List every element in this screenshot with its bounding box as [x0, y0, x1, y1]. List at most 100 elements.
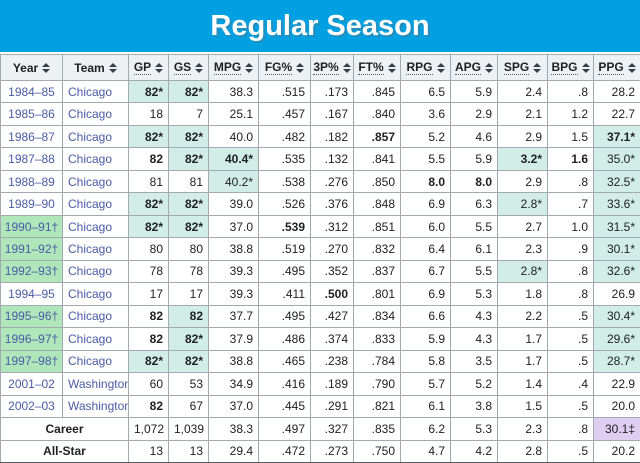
year-cell: 1987–88 [0, 147, 63, 171]
season-row: 1987–88 Chicago 82 82* 40.4* .535.132.841 5.5 5… [0, 147, 640, 171]
season-row: 2001–02 Washington 60 53 34.9.416.189.790 5.7… [0, 372, 640, 396]
col-header-ppg[interactable]: PPG [593, 54, 640, 81]
stat-cell: 1.7 [497, 327, 548, 351]
stat-cell: .167 [310, 102, 354, 126]
year-cell: 2001–02 [0, 372, 63, 396]
stat-cell: 5.5 [450, 214, 498, 239]
stat-cell: .457 [258, 102, 311, 126]
stat-cell: 4.2 [450, 439, 498, 463]
team-link[interactable]: Chicago [68, 354, 113, 369]
stat-cell: .5 [547, 304, 594, 329]
year-link[interactable]: 1994–95 [8, 286, 55, 301]
stat-cell: .238 [310, 349, 354, 374]
year-link[interactable]: 1997–98† [4, 354, 59, 369]
stat-cell: 32.6* [593, 259, 640, 284]
team-link[interactable]: Chicago [68, 129, 113, 144]
team-cell: Chicago [62, 102, 129, 126]
year-cell: 2002–03 [0, 394, 63, 419]
col-header-apg[interactable]: APG [450, 54, 498, 81]
team-link[interactable]: Chicago [68, 286, 113, 301]
col-header-gs[interactable]: GS [168, 54, 209, 81]
stat-cell: 8.0 [400, 169, 451, 194]
stat-cell: 6.5 [400, 79, 451, 104]
year-link[interactable]: 1986–87 [8, 129, 55, 144]
col-header-spg[interactable]: SPG [497, 54, 548, 81]
year-link[interactable]: 1992–93† [4, 264, 59, 279]
stat-cell: 82 [168, 304, 209, 329]
team-link[interactable]: Chicago [68, 309, 113, 324]
col-header-3p-pct[interactable]: 3P% [310, 54, 354, 81]
regular-season-stats-table: Year Team GP GS MPG FG% 3P% FT% RPG APG SPG BPG PPG … [0, 54, 640, 463]
col-header-fg-pct[interactable]: FG% [258, 54, 311, 81]
summary-row: Career 1,072 1,039 38.3.497.327.835 6.2 5.3 2.… [0, 417, 640, 441]
stat-cell: .539 [258, 214, 311, 239]
stat-cell: .465 [258, 349, 311, 374]
year-link[interactable]: 2001–02 [8, 376, 55, 391]
team-link[interactable]: Washington [68, 376, 129, 391]
stat-cell: 2.3 [497, 417, 548, 441]
stat-cell: 2.2 [497, 304, 548, 329]
team-link[interactable]: Chicago [68, 219, 113, 234]
team-link[interactable]: Chicago [68, 264, 113, 279]
team-link[interactable]: Chicago [68, 242, 113, 257]
stat-cell: 2.9 [450, 102, 498, 126]
col-label-gs: GS [173, 60, 192, 75]
stat-cell: .497 [258, 417, 311, 441]
stat-cell: .495 [258, 304, 311, 329]
team-link[interactable]: Chicago [68, 84, 113, 99]
season-row: 1992–93† Chicago 78 78 39.3.495.352.837 6.7 5.… [0, 259, 640, 284]
col-header-year[interactable]: Year [0, 54, 63, 81]
stat-cell: .784 [353, 349, 401, 374]
stat-cell: 82* [168, 124, 209, 149]
stat-cell: 22.9 [593, 372, 640, 396]
team-link[interactable]: Chicago [68, 197, 113, 212]
stat-cell: .8 [547, 169, 594, 194]
col-header-bpg[interactable]: BPG [547, 54, 594, 81]
year-link[interactable]: 1996–97† [4, 331, 59, 346]
stat-cell: 6.1 [400, 394, 451, 419]
col-header-mpg[interactable]: MPG [208, 54, 259, 81]
year-cell: 1992–93† [0, 259, 63, 284]
col-header-rpg[interactable]: RPG [400, 54, 451, 81]
stat-cell: 34.9 [208, 372, 259, 396]
stat-cell: 82 [128, 327, 169, 351]
sort-icon [245, 62, 254, 73]
stat-cell: .472 [258, 439, 311, 463]
stat-cell: .538 [258, 169, 311, 194]
year-link[interactable]: 1985–86 [8, 107, 55, 122]
stat-cell: 29.4 [208, 439, 259, 463]
team-link[interactable]: Chicago [68, 107, 113, 122]
team-link[interactable]: Chicago [68, 152, 113, 167]
col-label-team: Team [74, 60, 105, 75]
col-header-ft-pct[interactable]: FT% [353, 54, 401, 81]
stat-cell: .482 [258, 124, 311, 149]
year-link[interactable]: 1990–91† [4, 219, 59, 234]
stat-cell: 7 [168, 102, 209, 126]
stat-cell: .5 [547, 327, 594, 351]
stat-cell: 53 [168, 372, 209, 396]
year-link[interactable]: 1989–90 [8, 197, 55, 212]
stat-cell: .445 [258, 394, 311, 419]
stat-cell: 38.8 [208, 237, 259, 261]
team-link[interactable]: Washington [68, 399, 129, 414]
section-title: Regular Season [0, 0, 640, 52]
stat-cell: .848 [353, 192, 401, 216]
stat-cell: .352 [310, 259, 354, 284]
year-link[interactable]: 1991–92† [4, 242, 59, 257]
year-link[interactable]: 2002–03 [8, 399, 55, 414]
year-link[interactable]: 1988–89 [8, 174, 55, 189]
team-link[interactable]: Chicago [68, 174, 113, 189]
year-link[interactable]: 1987–88 [8, 152, 55, 167]
stat-cell: .4 [547, 372, 594, 396]
year-link[interactable]: 1984–85 [8, 84, 55, 99]
stat-cell: 3.2* [497, 147, 548, 171]
year-link[interactable]: 1995–96† [4, 309, 59, 324]
season-row: 1988–89 Chicago 81 81 40.2* .538.276.850 8.0 8.… [0, 169, 640, 194]
col-header-gp[interactable]: GP [128, 54, 169, 81]
team-link[interactable]: Chicago [68, 331, 113, 346]
stat-cell: .821 [353, 394, 401, 419]
col-header-team[interactable]: Team [62, 54, 129, 81]
title-table-divider [0, 52, 640, 54]
sort-icon [627, 62, 636, 73]
year-cell: 1985–86 [0, 102, 63, 126]
